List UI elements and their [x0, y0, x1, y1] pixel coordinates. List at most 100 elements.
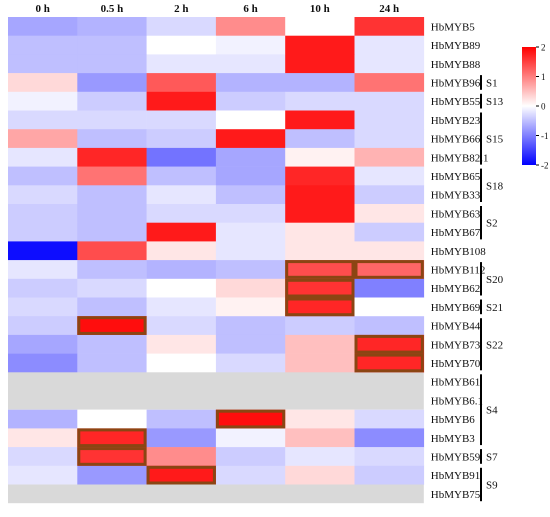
heatmap-cell	[146, 409, 217, 429]
heatmap-cell	[77, 17, 147, 36]
heatmap-cell	[8, 316, 78, 336]
heatmap-cell	[215, 447, 286, 467]
highlight-border	[146, 465, 216, 485]
heatmap-cell	[285, 297, 355, 317]
highlight-border	[285, 278, 355, 298]
heatmap-cell	[354, 465, 425, 485]
group-label: S7	[486, 451, 498, 463]
heatmap-cell	[8, 147, 78, 167]
heatmap-cell	[77, 428, 147, 448]
heatmap-cell	[354, 147, 425, 167]
heatmap-cell	[146, 316, 217, 336]
row-label: HbMYB62	[431, 283, 481, 295]
heatmap-cell	[146, 447, 217, 467]
heatmap-cell	[77, 73, 147, 93]
heatmap-cell	[285, 222, 355, 242]
heatmap-cell	[215, 73, 286, 93]
group-label: S20	[486, 274, 504, 286]
row-label: HbMYB59	[431, 451, 481, 463]
heatmap-cell	[146, 428, 217, 448]
row-label: HbMYB73	[431, 339, 481, 351]
row-label: HbMYB3	[431, 433, 476, 445]
heatmap-cell	[285, 54, 355, 74]
heatmap-cell	[77, 147, 147, 167]
heatmap-cell	[77, 316, 147, 336]
heatmap-cell	[285, 428, 355, 448]
heatmap-cell	[8, 73, 78, 93]
heatmap-cell	[215, 166, 286, 186]
heatmap-cell	[215, 35, 286, 55]
heatmap-cell	[146, 353, 217, 373]
heatmap-cell	[8, 129, 78, 149]
heatmap-cell	[146, 278, 217, 298]
heatmap-cell	[354, 129, 425, 149]
heatmap-cell	[215, 260, 286, 280]
heatmap-cell	[285, 91, 355, 111]
row-label: HbMYB33	[431, 190, 481, 202]
heatmap-cell	[215, 17, 286, 36]
heatmap-cell	[285, 334, 355, 354]
heatmap-cell	[146, 17, 217, 36]
heatmap-cell	[8, 260, 78, 280]
heatmap-cell	[285, 278, 355, 298]
heatmap-cell	[215, 428, 286, 448]
row-label: HbMYB63	[431, 208, 481, 220]
heatmap-cell	[146, 260, 217, 280]
heatmap-cell	[8, 353, 78, 373]
heatmap-cell	[215, 147, 286, 167]
heatmap-cell	[146, 297, 217, 317]
heatmap-cell	[354, 166, 425, 186]
row-label: HbMYB6.1	[431, 395, 483, 407]
column-label: 0 h	[35, 3, 49, 15]
heatmap-cell	[285, 241, 355, 261]
heatmap-cell	[77, 110, 147, 130]
heatmap-cell	[146, 222, 217, 242]
heatmap-cell	[354, 17, 425, 36]
heatmap-cell	[77, 91, 147, 111]
heatmap-cell	[8, 278, 78, 298]
row-labels: HbMYB5 HbMYB89 HbMYB88 HbMYB96 HbMYB55 HbMYB2…	[431, 21, 489, 501]
heatmap-cell	[146, 73, 217, 93]
heatmap-cell	[285, 110, 355, 130]
heatmap-cell	[77, 260, 147, 280]
heatmap-cell	[215, 278, 286, 298]
heatmap-cell	[285, 73, 355, 93]
heatmap-cell	[354, 428, 425, 448]
heatmap-cell	[354, 297, 425, 317]
heatmap-cell	[354, 316, 425, 336]
row-label: HbMYB44	[431, 321, 481, 333]
heatmap-cell	[354, 334, 425, 354]
highlight-border	[215, 409, 286, 429]
heatmap-cell	[215, 204, 286, 223]
heatmap-cell	[285, 129, 355, 149]
heatmap-cell	[8, 409, 78, 429]
heatmap-cell	[215, 185, 286, 205]
heatmap-cell	[215, 353, 286, 373]
highlight-border	[354, 260, 424, 279]
row-label: HbMYB82.1	[431, 152, 489, 164]
heatmap-cell	[77, 465, 147, 485]
heatmap-cell	[285, 465, 355, 485]
heatmap-cell	[8, 241, 78, 261]
colorbar-ticks: 2 1 0 -1 -2	[536, 43, 549, 171]
heatmap-cell	[354, 353, 425, 373]
heatmap-cell	[215, 334, 286, 354]
heatmap-cell	[354, 204, 425, 223]
colorbar-tick-label: -1	[541, 131, 549, 141]
heatmap-cell	[146, 129, 217, 149]
heatmap-cell	[146, 166, 217, 186]
colorbar: 2 1 0 -1 -2	[522, 43, 549, 171]
missing-row	[8, 484, 424, 504]
heatmap-cell	[8, 447, 78, 467]
heatmap-cell	[285, 316, 355, 336]
row-label: HbMYB5	[431, 21, 476, 33]
column-label: 0.5 h	[101, 3, 124, 15]
heatmap-cell	[8, 166, 78, 186]
heatmap-cell	[8, 17, 78, 36]
heatmap-cell	[77, 409, 147, 429]
group-label: S13	[486, 96, 504, 108]
heatmap-cell	[285, 447, 355, 467]
row-label: HbMYB112	[431, 264, 486, 276]
heatmap-cell	[8, 91, 78, 111]
